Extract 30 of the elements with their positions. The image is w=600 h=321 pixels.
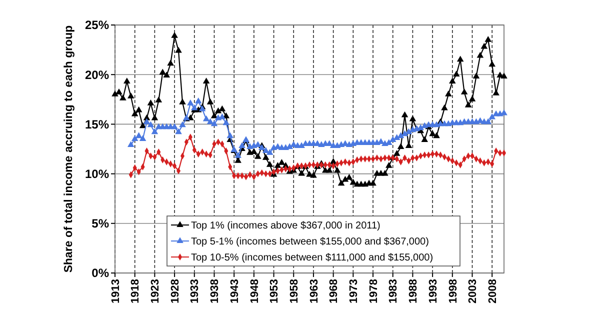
x-tick-label: 1948: [248, 279, 261, 304]
y-tick-label: 10%: [84, 167, 110, 181]
legend-label: Top 1% (incomes above $367,000 in 2011): [191, 220, 380, 232]
x-tick-label: 1988: [408, 279, 420, 304]
x-tick-label: 1933: [189, 279, 202, 304]
x-tick-label: 1943: [228, 279, 241, 304]
x-tick-label: 1993: [427, 279, 440, 304]
x-tick-label: 1958: [288, 279, 300, 304]
x-tick-label: 1968: [328, 279, 340, 304]
x-tick-label: 1913: [110, 279, 122, 304]
y-tick-label: 0%: [92, 266, 110, 280]
y-tick-label: 5%: [92, 216, 110, 231]
x-tick-label: 1978: [368, 279, 380, 304]
x-tick-label: 2008: [486, 279, 499, 304]
x-tick-label: 1918: [130, 279, 142, 304]
y-tick-label: 25%: [84, 18, 110, 32]
x-tick-label: 1953: [268, 279, 281, 304]
x-tick-label: 1928: [169, 279, 182, 304]
legend-label: Top 5-1% (incomes between $155,000 and $367,000): [191, 236, 429, 248]
x-tick-label: 1983: [388, 279, 400, 304]
x-tick-label: 1973: [348, 279, 360, 304]
y-tick-label: 15%: [84, 117, 110, 132]
x-tick-label: 1938: [209, 279, 222, 304]
x-tick-label: 1998: [447, 279, 460, 304]
x-tick-label: 1923: [150, 279, 162, 304]
y-axis-title: Share of total income accruing to each group: [63, 25, 75, 273]
legend-label: Top 10-5% (incomes between $111,000 and $155,000): [191, 252, 434, 264]
x-tick-label: 1963: [308, 279, 320, 304]
y-tick-label: 20%: [84, 68, 110, 82]
x-tick-label: 2003: [467, 279, 480, 304]
